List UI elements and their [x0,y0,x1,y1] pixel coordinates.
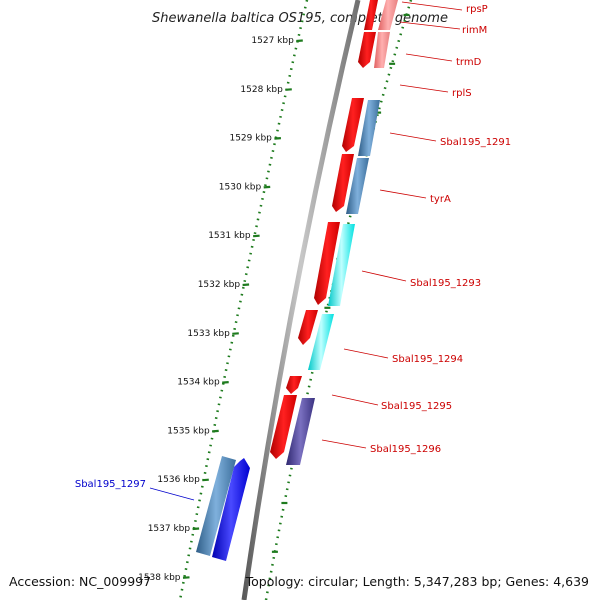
cds-forward[interactable] [332,154,354,212]
gene-label-sbal195-1296[interactable]: Sbal195_1296 [370,444,441,455]
kbp-label: 1537 kbp [148,524,191,534]
cog-feature-pink[interactable] [374,32,390,68]
kbp-label: 1532 kbp [198,280,241,290]
gene-label-sbal195-1293[interactable]: Sbal195_1293 [410,278,481,289]
topology-text: Topology: circular; Length: 5,347,283 bp… [245,574,589,589]
kbp-label: 1538 kbp [138,573,181,583]
label-leader-line [379,189,427,199]
accession-text: Accession: NC_009997 [9,574,151,589]
gene-label-rimM[interactable]: rimM [462,25,487,36]
kbp-label: 1527 kbp [251,36,294,46]
gene-label-sbal195-1295[interactable]: Sbal195_1295 [381,401,452,412]
gene-label-rpsP[interactable]: rpsP [466,4,488,15]
ruler-tick [285,88,292,91]
label-leader-line [401,1,463,11]
kbp-label: 1530 kbp [219,182,262,192]
cds-forward[interactable] [314,222,340,305]
kbp-label: 1533 kbp [187,329,230,339]
cog-feature-purple[interactable] [286,398,315,465]
cog-feature-steelblue[interactable] [358,100,380,156]
gene-features [196,0,398,561]
kbp-label: 1531 kbp [208,231,251,241]
ruler-tick [232,332,239,335]
kbp-label: 1536 kbp [157,475,200,485]
label-leader-line [399,21,461,30]
ruler-tick [242,283,250,287]
ruler-tick [222,381,229,384]
cds-forward[interactable] [298,310,318,345]
ruler-tick [253,234,260,238]
cog-feature-cyan[interactable] [308,314,334,370]
gene-label-tyrA[interactable]: tyrA [430,194,451,205]
label-leader-line [331,394,379,406]
cog-feature-steelblue[interactable] [346,158,369,214]
ruler-tick [296,39,303,43]
cog-feature-steelblue[interactable] [196,456,236,556]
kbp-label: 1534 kbp [177,378,220,388]
cds-forward[interactable] [212,458,250,561]
ruler-tick [202,478,209,482]
cog-feature-cyan[interactable] [328,224,355,306]
cds-forward[interactable] [286,376,302,394]
gene-label-sbal195-1294[interactable]: Sbal195_1294 [392,354,463,365]
gene-label-sbal195-1297[interactable]: Sbal195_1297 [75,479,146,490]
ruler-tick [192,527,200,531]
kbp-labels: 1527 kbp 1528 kbp 1529 kbp 1530 kbp 1531… [138,36,294,583]
label-leader-line [361,270,407,282]
ruler-tick [182,576,190,579]
gene-labels: rpsP rimM trmD rplS Sbal195_1291 tyrA Sb… [75,1,511,501]
ruler-tick [263,185,271,189]
kbp-label: 1528 kbp [240,85,283,95]
label-leader-line [149,487,195,501]
label-leader-line [389,132,437,142]
genome-backbone [241,0,361,600]
gene-label-rplS[interactable]: rplS [452,88,472,99]
label-leader-line [405,53,453,62]
label-leader-line [321,439,367,449]
gene-label-sbal195-1291[interactable]: Sbal195_1291 [440,137,511,148]
label-leader-line [399,84,449,93]
gene-label-trmD[interactable]: trmD [456,57,482,68]
map-title: Shewanella baltica OS195, complete genom… [152,11,448,26]
inner-ruler-dots [264,0,413,600]
cds-forward[interactable] [358,32,376,68]
ruler-tick [274,137,281,140]
kbp-label: 1529 kbp [229,134,272,144]
ruler-tick [212,429,219,433]
kbp-label: 1535 kbp [167,426,210,436]
cog-feature-pink[interactable] [378,0,398,30]
label-leader-line [343,348,389,359]
cds-forward[interactable] [270,395,297,459]
cds-forward[interactable] [342,98,364,152]
ruler-ticks [182,39,303,579]
cds-forward[interactable] [364,0,378,30]
